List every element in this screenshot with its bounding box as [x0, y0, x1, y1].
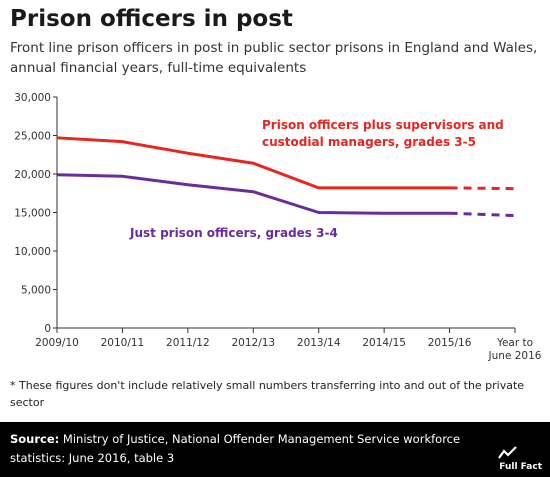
full-fact-logo-icon	[498, 446, 517, 459]
y-tick-label: 10,000	[14, 246, 51, 258]
source-text: Source: Ministry of Justice, National Of…	[10, 430, 480, 468]
series-label-2: Just prison officers, grades 3-4	[129, 226, 338, 240]
brand-name: Full Fact	[499, 462, 542, 472]
series-line-2	[56, 173, 450, 215]
x-tick-label: 2012/13	[231, 337, 275, 349]
series-line-projected-1	[449, 186, 516, 191]
x-tick-label-line: 2012/13	[231, 337, 275, 349]
x-tick-label-line: 2010/11	[101, 337, 145, 349]
y-tick-label: 30,000	[14, 92, 51, 104]
y-tick-label: 5,000	[21, 285, 51, 297]
series-label-1: Prison officers plus supervisors and cust…	[262, 118, 504, 149]
source-label: Source:	[10, 432, 60, 446]
source-bar: Source: Ministry of Justice, National Of…	[0, 422, 550, 477]
source-detail: Ministry of Justice, National Offender M…	[10, 432, 461, 465]
y-tick-label: 15,000	[14, 208, 51, 220]
x-tick-label-line: 2015/16	[428, 337, 472, 349]
x-tick-label-line: June 2016	[488, 350, 542, 362]
x-tick-label-line: 2014/15	[362, 337, 406, 349]
x-tick-label: Year to June 2016	[488, 337, 542, 362]
y-tick-label: 25,000	[14, 131, 51, 143]
x-tick-label-line: 2013/14	[297, 337, 341, 349]
x-tick-label: 2010/11	[101, 337, 145, 349]
x-tick-label-line: Year to	[496, 337, 533, 349]
x-tick-label: 2011/12	[166, 337, 210, 349]
series-label-line: Just prison officers, grades 3-4	[129, 226, 338, 240]
y-tick-label: 20,000	[14, 169, 51, 181]
chart-subtitle: Front line prison officers in post in pu…	[10, 40, 538, 76]
x-tick-label: 2009/10	[35, 337, 79, 349]
x-tick-label: 2013/14	[297, 337, 341, 349]
x-tick-label: 2014/15	[362, 337, 406, 349]
x-tick-label-line: 2011/12	[166, 337, 210, 349]
series-label-line: Prison officers plus supervisors and	[262, 118, 504, 132]
series-line-projected-2	[449, 211, 516, 218]
series-line-1	[56, 136, 450, 190]
brand-logo: Full Fact	[494, 446, 542, 472]
x-tick-label-line: 2009/10	[35, 337, 79, 349]
line-chart: 0 5,000 10,000 15,000 20,000 25,000 30,000 2009…	[14, 92, 542, 362]
footnote: * These figures don't include relatively…	[10, 379, 525, 409]
page-title: Prison officers in post	[10, 6, 293, 32]
y-tick-label: 0	[44, 323, 51, 335]
series-label-line: custodial managers, grades 3-5	[262, 135, 476, 149]
x-tick-label: 2015/16	[428, 337, 472, 349]
